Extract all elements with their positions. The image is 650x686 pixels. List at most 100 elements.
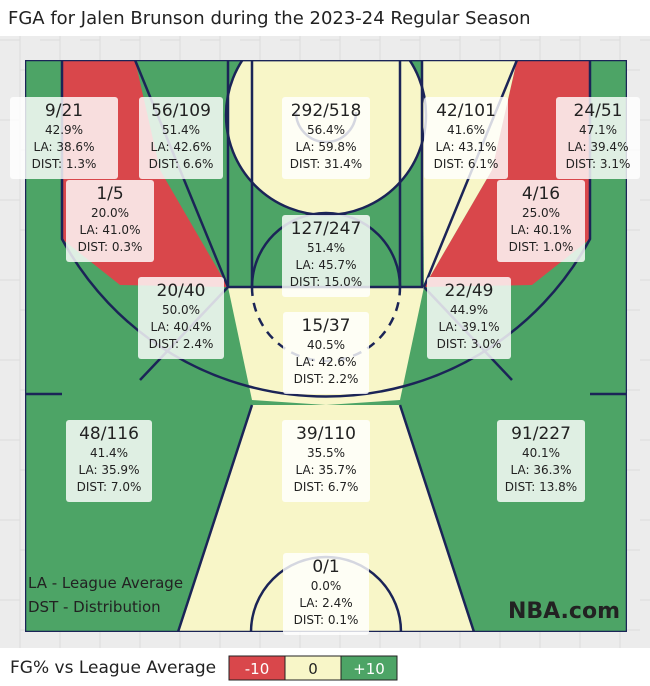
zone-box: [10, 97, 118, 179]
zone-la: LA: 59.8%: [296, 140, 357, 154]
zone-la: LA: 39.1%: [439, 320, 500, 334]
zone-pct: 40.5%: [307, 338, 345, 352]
legend-label: +10: [353, 660, 385, 678]
zone-la: LA: 39.4%: [568, 140, 629, 154]
zone-la: LA: 40.1%: [511, 223, 572, 237]
zone-la: LA: 42.6%: [151, 140, 212, 154]
zone-label: 15/37 40.5% LA: 42.6% DIST: 2.2%: [283, 312, 369, 394]
zone-dist: DIST: 13.8%: [505, 480, 577, 494]
zone-label: 56/109 51.4% LA: 42.6% DIST: 6.6%: [139, 97, 223, 179]
zone-shots: 1/5: [96, 184, 123, 204]
zone-pct: 51.4%: [162, 123, 200, 137]
zone-pct: 41.4%: [90, 446, 128, 460]
zone-pct: 20.0%: [91, 206, 129, 220]
zone-box: [66, 180, 154, 262]
zone-shots: 39/110: [296, 424, 356, 444]
zone-label: 42/101 41.6% LA: 43.1% DIST: 6.1%: [424, 97, 508, 179]
zone-pct: 25.0%: [522, 206, 560, 220]
zone-dist: DIST: 0.1%: [294, 613, 359, 627]
zone-pct: 0.0%: [311, 579, 342, 593]
zone-la: LA: 45.7%: [296, 258, 357, 272]
zone-shots: 22/49: [445, 281, 494, 301]
zone-box: [497, 420, 585, 502]
zone-dist: DIST: 31.4%: [290, 157, 362, 171]
zone-shots: 48/116: [79, 424, 139, 444]
zone-label: 0/1 0.0% LA: 2.4% DIST: 0.1%: [283, 553, 369, 635]
zone-label: 39/110 35.5% LA: 35.7% DIST: 6.7%: [282, 420, 370, 502]
zone-pct: 40.1%: [522, 446, 560, 460]
zone-la: LA: 40.4%: [151, 320, 212, 334]
zone-shots: 42/101: [436, 101, 496, 121]
zone-box: [424, 97, 508, 179]
zone-dist: DIST: 2.4%: [149, 337, 214, 351]
zone-box: [282, 215, 370, 297]
legend-label: -10: [245, 660, 270, 678]
zone-shots: 292/518: [291, 101, 362, 121]
zone-la: LA: 43.1%: [436, 140, 497, 154]
zone-box: [556, 97, 640, 179]
zone-la: LA: 41.0%: [80, 223, 141, 237]
zone-dist: DIST: 1.0%: [509, 240, 574, 254]
zone-shots: 127/247: [291, 219, 362, 239]
zone-la: LA: 38.6%: [34, 140, 95, 154]
zone-label: 91/227 40.1% LA: 36.3% DIST: 13.8%: [497, 420, 585, 502]
zone-label: 20/40 50.0% LA: 40.4% DIST: 2.4%: [138, 277, 224, 359]
zone-la: LA: 35.7%: [296, 463, 357, 477]
zone-box: [139, 97, 223, 179]
zone-shots: 15/37: [302, 316, 351, 336]
legend-title: FG% vs League Average: [10, 658, 216, 678]
zone-shots: 56/109: [151, 101, 211, 121]
legend-swatch: [340, 655, 398, 681]
zone-dist: DIST: 1.3%: [32, 157, 97, 171]
zone-pct: 35.5%: [307, 446, 345, 460]
zone-box: [66, 420, 152, 502]
zone-label: 9/21 42.9% LA: 38.6% DIST: 1.3%: [10, 97, 118, 179]
zone-shots: 24/51: [574, 101, 623, 121]
zone-box: [282, 97, 370, 179]
zone-la: LA: 35.9%: [79, 463, 140, 477]
zone-dist: DIST: 2.2%: [294, 372, 359, 386]
legend-label: 0: [308, 660, 318, 678]
zone-label: 24/51 47.1% LA: 39.4% DIST: 3.1%: [556, 97, 640, 179]
zone-label: 292/518 56.4% LA: 59.8% DIST: 31.4%: [282, 97, 370, 179]
zone-dist: DIST: 3.0%: [437, 337, 502, 351]
zone-label: 1/5 20.0% LA: 41.0% DIST: 0.3%: [66, 180, 154, 262]
zone-pct: 51.4%: [307, 241, 345, 255]
zone-shots: 4/16: [522, 184, 560, 204]
zone-dist: DIST: 6.7%: [294, 480, 359, 494]
zone-labels: 9/21 42.9% LA: 38.6% DIST: 1.3% 56/109 51.4% L…: [10, 97, 640, 635]
zone-dist: DIST: 0.3%: [78, 240, 143, 254]
zone-shots: 20/40: [157, 281, 206, 301]
zone-pct: 41.6%: [447, 123, 485, 137]
zone-la: LA: 36.3%: [511, 463, 572, 477]
title: FGA for Jalen Brunson during the 2023-24…: [8, 8, 531, 29]
note: DST - Distribution: [28, 598, 161, 616]
zone-dist: DIST: 6.6%: [149, 157, 214, 171]
zone-pct: 42.9%: [45, 123, 83, 137]
legend-swatch: [284, 655, 342, 681]
zone-box: [283, 553, 369, 635]
zone-label: 4/16 25.0% LA: 40.1% DIST: 1.0%: [497, 180, 585, 262]
zone-la: LA: 2.4%: [299, 596, 352, 610]
zone-label: 22/49 44.9% LA: 39.1% DIST: 3.0%: [427, 277, 511, 359]
zone-pct: 56.4%: [307, 123, 345, 137]
zone-pct: 44.9%: [450, 303, 488, 317]
zone-pct: 50.0%: [162, 303, 200, 317]
zone-dist: DIST: 7.0%: [77, 480, 142, 494]
zone-box: [282, 420, 370, 502]
brand: NBA.com: [508, 599, 620, 624]
note: LA - League Average: [28, 574, 183, 592]
zone-pct: 47.1%: [579, 123, 617, 137]
zone-box: [138, 277, 224, 359]
zone-label: 127/247 51.4% LA: 45.7% DIST: 15.0%: [282, 215, 370, 297]
zone-label: 48/116 41.4% LA: 35.9% DIST: 7.0%: [66, 420, 152, 502]
zone-shots: 9/21: [45, 101, 83, 121]
legend: -10 0 +10: [228, 655, 398, 681]
zone-dist: DIST: 15.0%: [290, 275, 362, 289]
zone-la: LA: 42.6%: [296, 355, 357, 369]
zone-shots: 0/1: [312, 557, 339, 577]
zone-box: [283, 312, 369, 394]
zone-box: [427, 277, 511, 359]
zone-dist: DIST: 3.1%: [566, 157, 631, 171]
